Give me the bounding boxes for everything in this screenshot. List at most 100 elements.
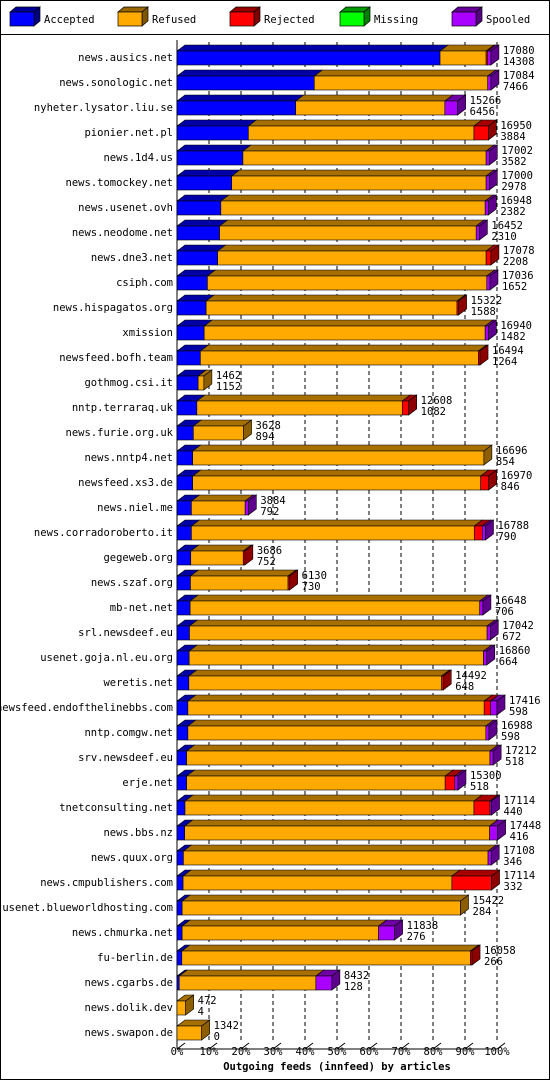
bar bbox=[189, 625, 488, 641]
offered-label: 1342 bbox=[214, 1020, 239, 1032]
x-tick bbox=[432, 1042, 442, 1050]
bar bbox=[378, 925, 395, 941]
accepted-label: 0 bbox=[214, 1031, 220, 1043]
offered-label: 12608 bbox=[421, 395, 453, 407]
bar bbox=[487, 75, 492, 91]
bar bbox=[220, 200, 486, 216]
offered-label: 3628 bbox=[256, 420, 281, 432]
bar bbox=[197, 375, 205, 391]
x-tick-label: 80% bbox=[424, 1046, 444, 1058]
y-tick-label: xmission bbox=[122, 327, 173, 339]
bar bbox=[176, 125, 249, 141]
accepted-label: 1652 bbox=[502, 281, 527, 293]
y-tick-label: fu-berlin.de bbox=[97, 952, 173, 964]
bar bbox=[242, 150, 487, 166]
bar bbox=[176, 350, 201, 366]
y-tick-label: news.hispagatos.org bbox=[53, 302, 173, 314]
bar-side bbox=[457, 94, 466, 116]
accepted-label: 1082 bbox=[421, 406, 446, 418]
x-tick-label: 60% bbox=[360, 1046, 380, 1058]
bar-top bbox=[176, 119, 258, 127]
offered-label: 14492 bbox=[455, 670, 487, 682]
y-tick-label: usenet.goja.nl.eu.org bbox=[40, 652, 173, 664]
bar bbox=[187, 700, 485, 716]
y-tick-label: srv.newsdeef.eu bbox=[78, 752, 173, 764]
y-tick-label: news.1d4.us bbox=[103, 152, 173, 164]
y-tick-label: news.bbs.nz bbox=[103, 827, 173, 839]
y-tick-label: news.corradoroberto.it bbox=[34, 527, 173, 539]
bar bbox=[176, 650, 190, 666]
offered-label: 17448 bbox=[510, 820, 542, 832]
bar bbox=[176, 900, 183, 916]
bar-top bbox=[219, 194, 495, 202]
bar bbox=[184, 800, 475, 816]
offered-label: 16950 bbox=[500, 120, 532, 132]
bar-top bbox=[183, 819, 499, 827]
bar-top bbox=[247, 119, 483, 127]
accepted-label: 894 bbox=[256, 431, 275, 443]
bar-side bbox=[442, 669, 452, 691]
bar bbox=[176, 700, 189, 716]
bar bbox=[190, 550, 244, 566]
bar-top bbox=[182, 869, 461, 877]
bar-side bbox=[491, 794, 500, 816]
y-tick-label: news.dne3.net bbox=[91, 252, 173, 264]
bar bbox=[176, 425, 194, 441]
y-tick-label: tnetconsulting.net bbox=[59, 802, 173, 814]
bar bbox=[192, 475, 481, 491]
bar-side bbox=[289, 569, 298, 591]
bar bbox=[487, 50, 492, 66]
bar-side bbox=[488, 719, 498, 741]
accepted-label: 752 bbox=[257, 556, 276, 568]
bar bbox=[176, 200, 222, 216]
accepted-label: 672 bbox=[502, 631, 521, 643]
x-tick bbox=[208, 1042, 218, 1050]
bar-top bbox=[176, 144, 252, 152]
bar-top bbox=[176, 194, 230, 202]
bar bbox=[183, 850, 489, 866]
offered-label: 8432 bbox=[344, 970, 369, 982]
bar-top bbox=[184, 794, 483, 802]
bar bbox=[485, 150, 490, 166]
bar bbox=[487, 850, 492, 866]
offered-label: 16860 bbox=[499, 645, 531, 657]
bar bbox=[481, 525, 486, 541]
bar bbox=[248, 125, 475, 141]
accepted-label: 854 bbox=[496, 456, 515, 468]
bar bbox=[181, 900, 461, 916]
accepted-label: 128 bbox=[344, 981, 363, 993]
offered-label: 6130 bbox=[302, 570, 327, 582]
bar-top bbox=[195, 394, 412, 402]
bar-side bbox=[486, 644, 496, 666]
bar-top bbox=[186, 694, 494, 702]
bar bbox=[176, 1000, 186, 1016]
offered-label: 17114 bbox=[504, 795, 536, 807]
y-tick-label: news.cmpublishers.com bbox=[40, 877, 173, 889]
bar-side bbox=[488, 119, 497, 141]
accepted-label: 2382 bbox=[500, 206, 525, 218]
bar-top bbox=[313, 69, 497, 77]
y-tick-label: news.furie.org.uk bbox=[66, 427, 174, 439]
bar bbox=[200, 350, 479, 366]
bar-side bbox=[488, 319, 497, 341]
bar-side bbox=[185, 994, 194, 1016]
bar-side bbox=[243, 419, 252, 441]
legend-swatch bbox=[451, 11, 477, 27]
bar-top bbox=[176, 169, 241, 177]
bar-side bbox=[457, 769, 467, 791]
y-tick-label: news.usenet.ovh bbox=[78, 202, 173, 214]
y-tick-label: nntp.terraraq.uk bbox=[72, 402, 174, 414]
accepted-label: 598 bbox=[509, 706, 528, 718]
bar bbox=[176, 975, 180, 991]
x-tick bbox=[464, 1042, 474, 1050]
bar-top bbox=[190, 519, 484, 527]
y-tick-label: news.swapon.de bbox=[84, 1027, 173, 1039]
accepted-label: 518 bbox=[505, 756, 524, 768]
y-tick-label: newsfeed.bofh.team bbox=[59, 352, 173, 364]
accepted-label: 14308 bbox=[503, 56, 535, 68]
accepted-label: 1588 bbox=[471, 306, 496, 318]
bar bbox=[439, 50, 487, 66]
y-tick-label: gegeweb.org bbox=[103, 552, 173, 564]
offered-label: 17042 bbox=[502, 620, 534, 632]
bar bbox=[473, 525, 483, 541]
